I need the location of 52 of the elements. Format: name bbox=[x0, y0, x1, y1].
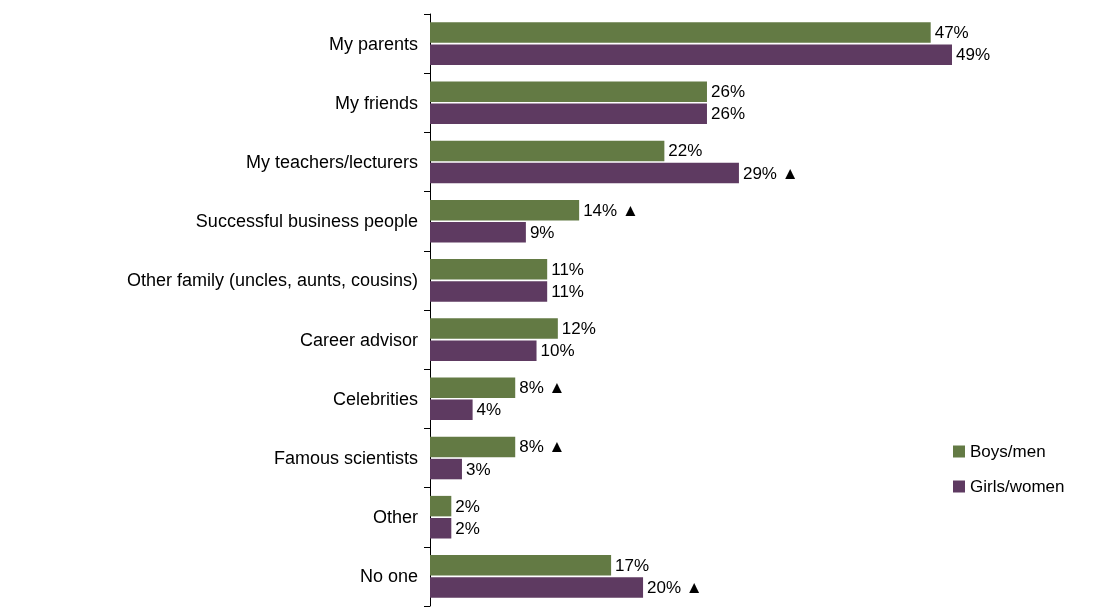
bar bbox=[430, 555, 612, 576]
data-label: 8% ▲ bbox=[519, 437, 566, 457]
y-tick-label: Career advisor bbox=[299, 329, 418, 350]
y-tick-label: Celebrities bbox=[332, 388, 418, 409]
data-label: 10% bbox=[540, 341, 575, 361]
data-label: 49% bbox=[956, 45, 991, 65]
bar bbox=[430, 495, 452, 517]
y-tick-label: Famous scientists bbox=[273, 448, 418, 468]
bar bbox=[430, 458, 462, 480]
bar bbox=[430, 399, 473, 421]
data-label: 2% bbox=[455, 496, 480, 516]
bar bbox=[430, 436, 516, 458]
bar bbox=[430, 377, 516, 398]
bar bbox=[430, 259, 548, 280]
y-tick-label: Successful business people bbox=[195, 211, 418, 232]
data-label: 9% bbox=[529, 222, 555, 242]
bar bbox=[430, 22, 931, 43]
bar bbox=[430, 222, 526, 243]
y-tick-label: Other family (uncles, aunts, cousins) bbox=[126, 270, 418, 291]
bar bbox=[430, 318, 558, 339]
data-label: 29% ▲ bbox=[742, 163, 799, 183]
data-label: 20% ▲ bbox=[647, 577, 703, 597]
data-label: 22% bbox=[668, 141, 703, 161]
data-label: 3% bbox=[465, 459, 491, 479]
data-label: 47% bbox=[934, 23, 969, 43]
bar bbox=[430, 281, 548, 302]
data-label: 4% bbox=[476, 400, 502, 420]
y-tick-label: My parents bbox=[328, 33, 418, 54]
data-label: 14% ▲ bbox=[583, 200, 639, 220]
legend-label: Boys/men bbox=[970, 442, 1046, 461]
data-label: 26% bbox=[710, 82, 746, 102]
bar bbox=[430, 81, 707, 102]
legend-label: Girls/women bbox=[970, 477, 1065, 496]
bar bbox=[430, 340, 537, 361]
data-label: 17% bbox=[615, 555, 650, 575]
bar bbox=[430, 44, 952, 65]
bar bbox=[430, 103, 707, 125]
data-label: 26% bbox=[710, 104, 746, 124]
y-tick-label: Other bbox=[372, 507, 418, 528]
bar bbox=[430, 577, 644, 598]
bar bbox=[430, 199, 580, 221]
bar bbox=[430, 518, 452, 539]
data-label: 2% bbox=[455, 518, 480, 538]
y-tick-label: No one bbox=[359, 566, 418, 587]
bar bbox=[430, 162, 739, 184]
data-label: 8% ▲ bbox=[519, 378, 566, 398]
data-label: 12% bbox=[561, 319, 596, 339]
bar bbox=[430, 140, 665, 162]
data-label: 11% bbox=[551, 259, 584, 279]
y-tick-label: My teachers/lecturers bbox=[245, 152, 418, 172]
y-tick-label: My friends bbox=[334, 92, 418, 113]
data-label: 11% bbox=[551, 281, 584, 301]
